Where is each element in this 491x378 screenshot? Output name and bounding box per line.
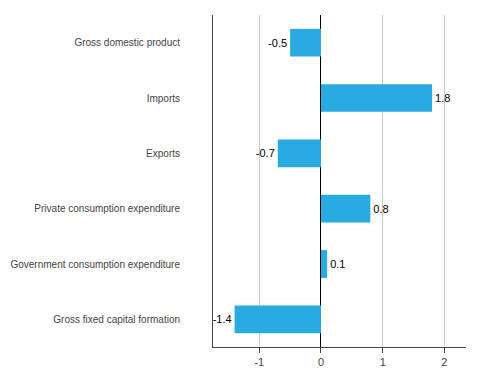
svg-text:Imports: Imports xyxy=(147,93,180,104)
svg-text:-1: -1 xyxy=(254,356,264,368)
svg-text:Gross domestic product: Gross domestic product xyxy=(74,37,180,48)
svg-text:1: 1 xyxy=(380,356,386,368)
svg-text:Gross fixed capital formation: Gross fixed capital formation xyxy=(53,314,180,325)
svg-text:Exports: Exports xyxy=(146,148,180,159)
svg-text:0.8: 0.8 xyxy=(373,203,388,215)
svg-text:2: 2 xyxy=(441,356,447,368)
svg-text:Government consumption expendi: Government consumption expenditure xyxy=(10,259,180,270)
svg-text:1.8: 1.8 xyxy=(435,92,450,104)
svg-text:Private consumption expenditur: Private consumption expenditure xyxy=(34,203,180,214)
svg-text:-0.5: -0.5 xyxy=(268,37,287,49)
svg-text:-0.7: -0.7 xyxy=(256,147,275,159)
svg-text:0.1: 0.1 xyxy=(330,258,345,270)
svg-text:0: 0 xyxy=(318,356,324,368)
svg-text:-1.4: -1.4 xyxy=(213,313,232,325)
